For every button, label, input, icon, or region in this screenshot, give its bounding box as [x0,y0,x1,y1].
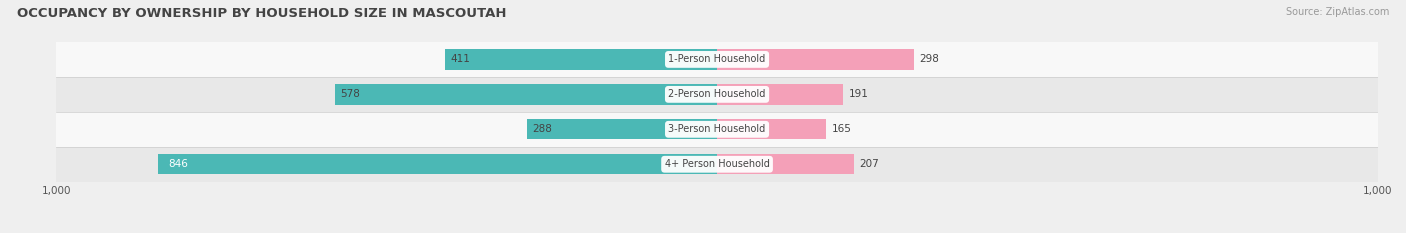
Text: 298: 298 [920,55,939,64]
Text: 846: 846 [167,159,188,169]
Bar [56,42,1378,77]
Bar [717,154,853,174]
Bar [157,154,717,174]
Text: 411: 411 [451,55,471,64]
Text: 165: 165 [831,124,851,134]
Text: OCCUPANCY BY OWNERSHIP BY HOUSEHOLD SIZE IN MASCOUTAH: OCCUPANCY BY OWNERSHIP BY HOUSEHOLD SIZE… [17,7,506,20]
Text: 1-Person Household: 1-Person Household [668,55,766,64]
Bar [717,49,914,69]
Text: 578: 578 [340,89,360,99]
Bar [56,147,1378,182]
Text: 288: 288 [531,124,553,134]
Bar [56,112,1378,147]
Bar [527,119,717,139]
Text: 191: 191 [849,89,869,99]
Text: 3-Person Household: 3-Person Household [668,124,766,134]
Text: 4+ Person Household: 4+ Person Household [665,159,769,169]
Bar [335,84,717,105]
Bar [446,49,717,69]
Bar [717,84,844,105]
Text: 2-Person Household: 2-Person Household [668,89,766,99]
Text: Source: ZipAtlas.com: Source: ZipAtlas.com [1285,7,1389,17]
Bar [56,77,1378,112]
Bar [717,119,827,139]
Text: 207: 207 [859,159,879,169]
